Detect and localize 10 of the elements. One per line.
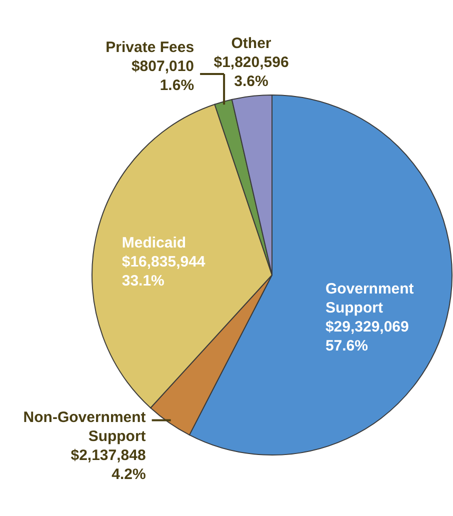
data-label: $16,835,944 33.1%	[122, 253, 206, 290]
slice-label: Non-Government Support	[23, 409, 146, 446]
data-label: $1,820,596 3.6%	[214, 54, 289, 90]
data-label: $29,329,069 57.6%	[325, 318, 409, 355]
slice-label: Government Support	[325, 280, 414, 317]
slice-label: Medicaid	[122, 234, 186, 252]
data-label: $807,010 1.6%	[131, 58, 194, 94]
slice-label: Private Fees	[106, 39, 194, 56]
slice-label: Other	[231, 35, 272, 52]
data-label: $2,137,848 4.2%	[70, 447, 146, 484]
